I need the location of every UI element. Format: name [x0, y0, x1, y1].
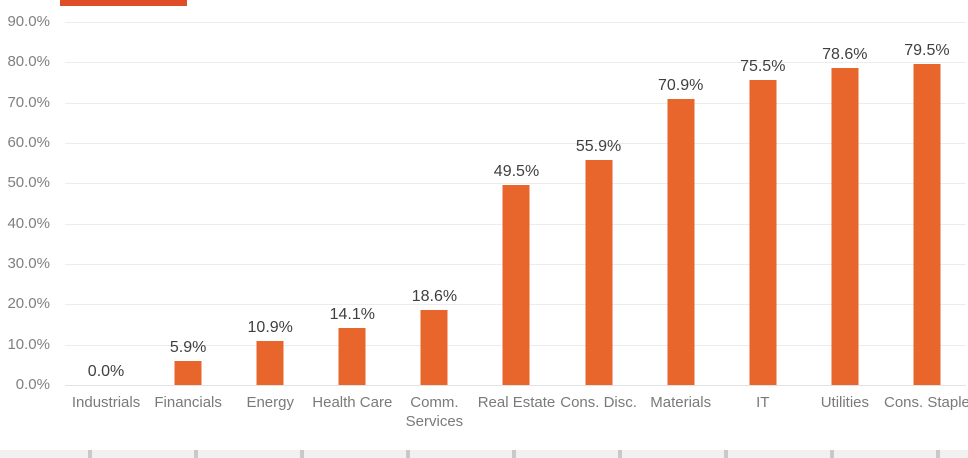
column-divider-tick: [724, 450, 728, 458]
y-axis-tick-label: 60.0%: [7, 134, 50, 151]
bar-slot: 5.9%: [147, 22, 229, 385]
bar-energy: [256, 341, 284, 385]
gridline: [65, 143, 966, 144]
category-label: Materials: [650, 394, 712, 411]
bar-slot: 78.6%: [804, 22, 886, 385]
bar-slot: 75.5%: [722, 22, 804, 385]
bar-value-label: 5.9%: [169, 339, 207, 357]
bar-health-care: [338, 328, 366, 385]
gridline: [65, 102, 966, 104]
category-label: Energy: [246, 394, 294, 411]
bar-slot: 14.1%: [311, 22, 393, 385]
column-divider-tick: [406, 450, 410, 458]
category-label: Utilities: [820, 394, 870, 411]
column-divider-tick: [300, 450, 304, 458]
column-divider-tick: [88, 450, 92, 458]
bar-materials: [667, 99, 695, 385]
category-label: Real Estate: [477, 394, 556, 411]
y-axis-tick-label: 70.0%: [7, 93, 50, 111]
bar-slot: 18.6%: [393, 22, 475, 385]
y-axis-tick-label: 10.0%: [7, 335, 50, 353]
cropped-top-element-strip: [60, 0, 187, 6]
bar-slot: 70.9%: [640, 22, 722, 385]
category-label: Health Care: [312, 394, 393, 411]
bar-real-estate: [502, 185, 530, 385]
bar-value-label: 70.9%: [657, 77, 704, 95]
column-divider-tick: [618, 450, 622, 458]
bar-value-label: 14.1%: [329, 306, 375, 324]
bar-value-label: 75.5%: [740, 58, 786, 76]
y-axis-tick-label: 50.0%: [7, 174, 50, 192]
column-divider-tick: [512, 450, 516, 458]
bar-value-label: 0.0%: [87, 363, 125, 380]
category-label: Cons. Disc.: [560, 394, 637, 411]
bar-cons-disc: [585, 159, 613, 385]
bar-slot: 55.9%: [558, 22, 640, 385]
bar-utilities: [831, 67, 859, 385]
y-axis-tick-label: 40.0%: [7, 214, 50, 232]
bar-slot: 79.5%: [886, 22, 968, 385]
bar-slot: 0.0%: [65, 22, 147, 385]
category-label: IT: [756, 394, 770, 411]
y-axis-tick-label: 80.0%: [7, 53, 50, 71]
bar-value-label: 18.6%: [411, 287, 458, 305]
category-label: Comm. Services: [405, 394, 464, 430]
bar-slot: 10.9%: [229, 22, 311, 385]
cropped-spreadsheet-edge-strip: [0, 450, 968, 458]
bar-it: [749, 80, 777, 385]
bar-value-label: 55.9%: [575, 137, 622, 155]
y-axis-tick-label: 0.0%: [15, 376, 50, 393]
y-axis-tick-label: 30.0%: [7, 255, 50, 272]
category-label: Cons. Staple: [884, 394, 968, 411]
bar-value-label: 49.5%: [493, 163, 540, 181]
category-label: Financials: [154, 394, 222, 411]
bar-value-label: 79.5%: [904, 42, 950, 60]
gridline: [65, 385, 966, 386]
y-axis-tick-label: 90.0%: [7, 13, 50, 30]
bar-financials: [174, 361, 202, 385]
category-label: Industrials: [71, 394, 141, 411]
bar-value-label: 78.6%: [822, 45, 868, 63]
column-divider-tick: [830, 450, 834, 458]
column-divider-tick: [194, 450, 198, 458]
bar-comm-services: [420, 309, 448, 385]
gridline: [65, 22, 966, 23]
gridline: [65, 62, 966, 64]
bar-value-label: 10.9%: [247, 319, 293, 337]
bar-cons-staple: [913, 64, 941, 385]
column-divider-tick: [936, 450, 940, 458]
y-axis-tick-label: 20.0%: [7, 295, 50, 313]
gridline: [65, 183, 966, 185]
bar-slot: 49.5%: [475, 22, 557, 385]
